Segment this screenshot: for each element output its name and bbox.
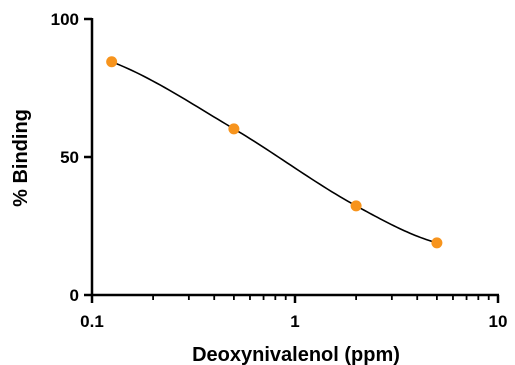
data-point [350,200,362,212]
y-tick-label: 0 [70,286,79,305]
y-tick-label: 100 [51,10,79,29]
fit-curve [111,61,438,244]
axes [84,17,500,303]
y-tick-label: 50 [60,148,79,167]
data-point [106,56,118,68]
data-point [228,123,240,135]
x-tick-label: 1 [290,312,299,331]
x-axis-label: Deoxynivalenol (ppm) [192,344,400,365]
x-tick-label: 10 [489,312,508,331]
y-axis-label: % Binding [10,109,32,207]
tick-labels: 0 50 100 0.1 1 10 [51,10,508,331]
data-point [431,237,443,249]
x-tick-label: 0.1 [80,312,104,331]
data-points [106,56,443,249]
